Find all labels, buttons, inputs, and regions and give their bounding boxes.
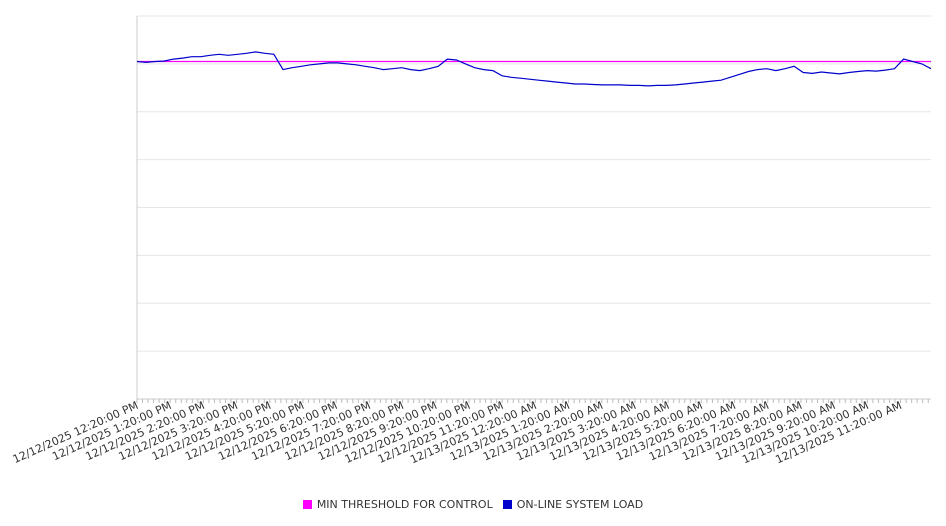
chart-legend: MIN THRESHOLD FOR CONTROL ON-LINE SYSTEM…	[0, 498, 946, 511]
system-load-line	[136, 51, 932, 87]
legend-item-system-load[interactable]: ON-LINE SYSTEM LOAD	[502, 498, 644, 511]
legend-label-threshold: MIN THRESHOLD FOR CONTROL	[316, 498, 493, 511]
axes	[136, 16, 931, 403]
legend-swatch-threshold	[302, 500, 312, 509]
legend-item-threshold[interactable]: MIN THRESHOLD FOR CONTROL	[302, 498, 493, 511]
legend-label-system-load: ON-LINE SYSTEM LOAD	[516, 498, 644, 511]
gridlines	[137, 15, 931, 400]
legend-swatch-system-load	[502, 500, 512, 509]
series-lines	[136, 51, 932, 87]
